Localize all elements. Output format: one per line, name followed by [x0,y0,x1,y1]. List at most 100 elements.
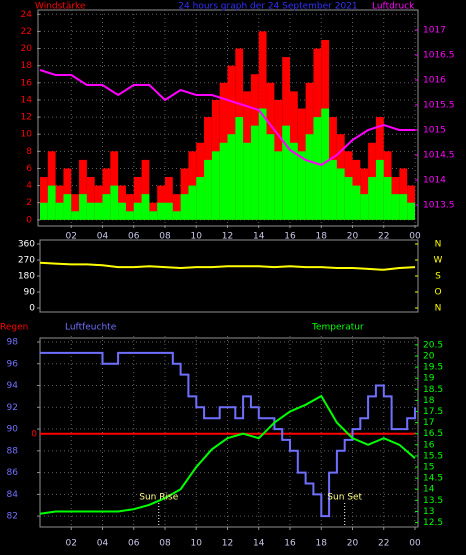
y-tick-label: 18 [21,61,33,71]
y2-tick-label: 1015.5 [423,101,455,111]
wind-bar [102,194,111,220]
y2-tick-label: 16 [423,440,435,450]
x-tick-label: 18 [316,232,328,242]
legend-label: Windstärke [35,2,86,12]
y-tick-label: 0 [26,215,32,225]
y2-tick-label: 15.5 [423,451,443,461]
wind-bar [290,142,298,220]
y-tick-label: 22 [21,27,32,37]
wind-bar [125,194,134,220]
y2-tick-label: 1014 [423,176,446,186]
y2-tick-label: 14 [423,485,435,495]
y-tick-label: 24 [21,10,33,20]
y2-tick-label: 13.5 [423,496,443,506]
series-line [39,69,415,167]
wind-bar [321,108,330,220]
wind-bar [188,151,197,220]
wind-bar [305,134,314,220]
wind-bar [149,211,158,220]
x-tick-label: 08 [159,539,171,549]
x-tick-label: 04 [97,232,109,242]
y-tick-label: 4 [26,181,32,191]
x-tick-label: 04 [97,539,109,549]
y-tick-label: 10 [21,130,33,140]
y2-tick-label: 18 [423,396,435,406]
y-tick-label: 86 [7,468,19,478]
y-tick-label: 16 [21,78,33,88]
wind-bar [125,211,134,220]
y2-tick-label: 1016 [423,76,446,86]
wind-bar [352,185,361,220]
y-tick-label: 2 [26,198,32,208]
y2-tick-label: 15 [423,463,434,473]
wind-bar [86,177,95,220]
y2-tick-label: W [434,256,443,266]
y-tick-label: 270 [18,256,35,266]
wind-bar [329,159,337,220]
y2-tick-label: 20.5 [423,340,443,350]
y-tick-label: 94 [7,381,19,391]
wind-bar [258,108,267,220]
wind-bar [141,194,150,220]
chart-title: 24 hours graph der 24 September 2021 [178,2,357,12]
y2-tick-label: O [434,288,441,298]
y-tick-label: 84 [7,490,19,500]
y-tick-label: 90 [7,425,19,435]
y2-tick-label: 16.5 [423,429,443,439]
y-tick-label: 180 [18,272,35,282]
wind-bar [211,151,220,220]
legend-label: Luftfeuchte [65,323,117,333]
wind-bar [40,202,48,220]
wind-bar [63,194,72,220]
wind-bar [274,151,283,220]
wind-bar [118,202,126,220]
wind-bar [133,202,142,220]
wind-bar [375,159,384,220]
wind-bar [110,151,119,220]
wind-bar [360,194,369,220]
y-tick-label: 90 [24,288,36,298]
y2-tick-label: 14.5 [423,474,443,484]
y-tick-label: 14 [21,95,33,105]
y2-tick-label: 1016.5 [423,51,455,61]
wind-bar [180,194,189,220]
x-tick-label: 22 [378,539,389,549]
annotation-label: Sun Rise [139,493,178,503]
x-tick-label: 12 [222,232,233,242]
y2-tick-label: S [435,272,441,282]
annotation-label: Sun Set [327,493,362,503]
wind-bar [243,142,251,220]
wind-bar [282,125,290,220]
rain-tick-label: 0 [31,429,37,439]
wind-bar [79,159,87,220]
x-tick-label: 06 [128,539,140,549]
y2-tick-label: 1017 [423,26,446,36]
y-tick-label: 0 [29,304,35,314]
x-tick-label: 10 [191,232,203,242]
wind-bar [40,177,48,220]
y-tick-label: 6 [26,164,32,174]
y-tick-label: 20 [21,44,33,54]
y2-tick-label: 17.5 [423,407,443,417]
wind-bar [266,134,275,220]
wind-bar [133,177,142,220]
legend-label: Luftdruck [372,2,415,12]
wind-bar [172,194,181,220]
series-line [39,261,416,271]
wind-bar [399,194,408,220]
wind-bar [94,202,103,220]
x-tick-label: 16 [284,232,296,242]
wind-bar [219,142,228,220]
y-tick-label: 92 [7,403,18,413]
wind-bar [204,159,212,220]
wind-bar [157,202,165,220]
y-tick-label: 82 [7,512,18,522]
x-tick-label: 08 [159,232,171,242]
wind-bar [196,177,205,220]
legend-label: Regen [0,323,28,333]
wind-bar [188,185,197,220]
y2-tick-label: N [435,240,442,250]
x-tick-label: 16 [284,539,296,549]
y-tick-label: 98 [7,337,19,347]
